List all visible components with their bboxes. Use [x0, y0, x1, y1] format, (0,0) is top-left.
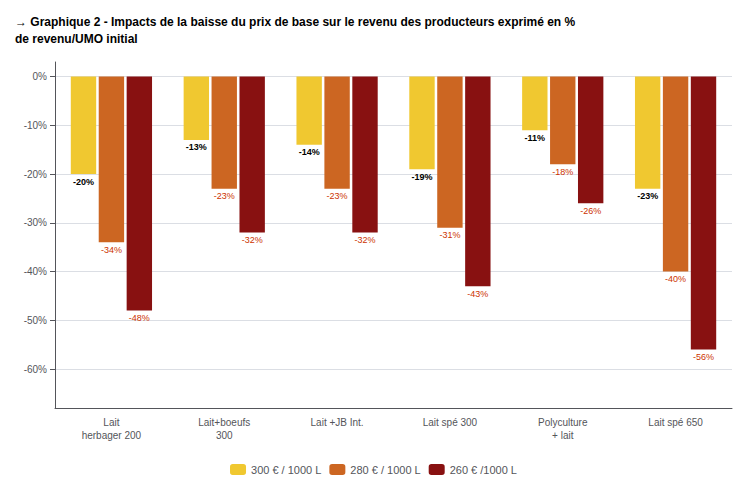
svg-text:-11%: -11% — [525, 133, 546, 143]
svg-text:-13%: -13% — [186, 142, 207, 152]
svg-text:300 € / 1000 L: 300 € / 1000 L — [251, 464, 321, 476]
svg-text:-23%: -23% — [637, 191, 658, 201]
svg-text:-56%: -56% — [693, 352, 714, 362]
svg-text:-20%: -20% — [24, 169, 47, 180]
svg-text:+ lait: + lait — [552, 430, 574, 441]
svg-text:-48%: -48% — [129, 313, 150, 323]
svg-text:-30%: -30% — [24, 217, 47, 228]
svg-text:de revenu/UMO initial: de revenu/UMO initial — [15, 32, 138, 46]
svg-text:-31%: -31% — [439, 230, 460, 240]
svg-text:Lait spé 300: Lait spé 300 — [423, 417, 478, 428]
svg-text:0%: 0% — [33, 71, 48, 82]
svg-text:-23%: -23% — [327, 191, 348, 201]
svg-text:-14%: -14% — [299, 147, 320, 157]
svg-text:-32%: -32% — [242, 235, 263, 245]
svg-text:-20%: -20% — [73, 177, 94, 187]
svg-text:-19%: -19% — [411, 172, 432, 182]
svg-text:-40%: -40% — [24, 266, 47, 277]
svg-text:280 € / 1000 L: 280 € / 1000 L — [350, 464, 420, 476]
svg-text:-32%: -32% — [355, 235, 376, 245]
svg-text:-43%: -43% — [467, 289, 488, 299]
svg-text:-60%: -60% — [24, 364, 47, 375]
svg-text:-40%: -40% — [665, 274, 686, 284]
svg-text:→ Graphique 2 - Impacts de la: → Graphique 2 - Impacts de la baisse du … — [15, 15, 576, 29]
svg-text:Lait spé 650: Lait spé 650 — [648, 417, 703, 428]
svg-text:260 € /1000 L: 260 € /1000 L — [450, 464, 517, 476]
svg-text:-23%: -23% — [214, 191, 235, 201]
svg-text:-26%: -26% — [580, 206, 601, 216]
svg-text:-34%: -34% — [101, 245, 122, 255]
svg-text:-10%: -10% — [24, 120, 47, 131]
svg-text:Lait: Lait — [103, 417, 119, 428]
svg-text:Lait +JB Int.: Lait +JB Int. — [311, 417, 364, 428]
svg-text:Lait+boeufs: Lait+boeufs — [198, 417, 250, 428]
svg-text:-50%: -50% — [24, 315, 47, 326]
svg-text:-18%: -18% — [552, 167, 573, 177]
svg-text:herbager 200: herbager 200 — [82, 430, 142, 441]
svg-text:Polyculture: Polyculture — [538, 417, 588, 428]
svg-text:300: 300 — [216, 430, 233, 441]
